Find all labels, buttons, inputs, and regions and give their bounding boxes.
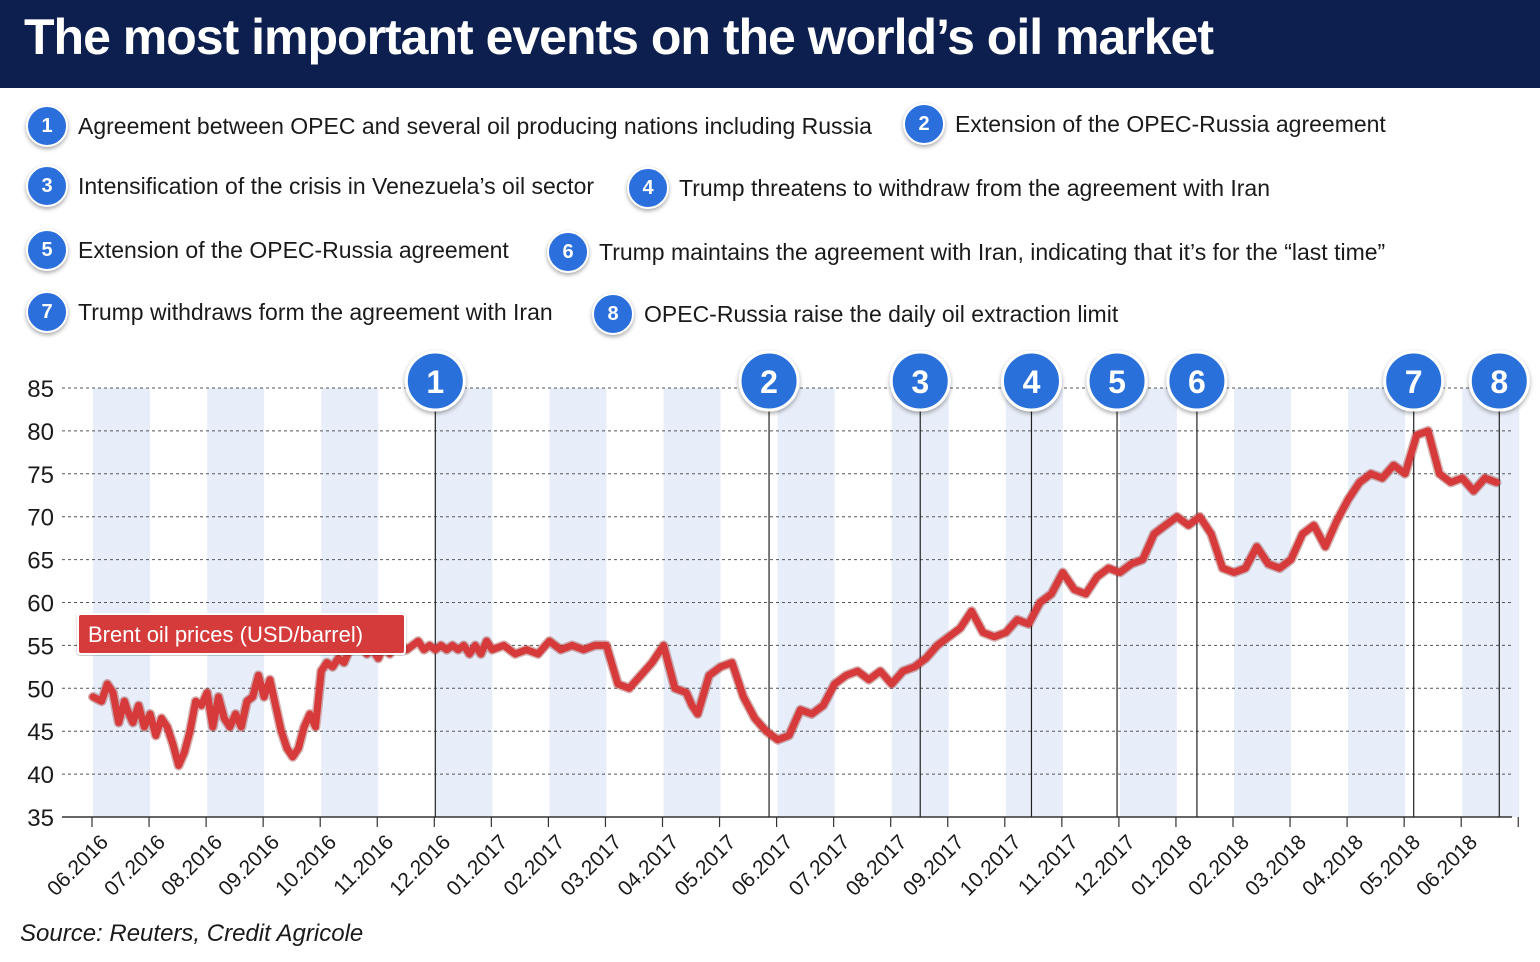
event-marker-label: 2 [760,364,778,400]
legend-item-3: 3 Intensification of the crisis in Venez… [26,165,594,207]
legend-text-5: Extension of the OPEC-Russia agreement [78,236,509,263]
x-tick-label: 06.2017 [728,831,798,901]
x-tick-label: 08.2017 [842,831,912,901]
y-tick-label: 55 [27,633,54,660]
x-tick-label: 05.2017 [671,831,741,901]
x-tick-label: 02.2018 [1184,831,1254,901]
event-marker-label: 4 [1023,364,1041,400]
event-marker-badge [889,350,951,412]
legend-badge-6: 6 [547,231,589,273]
page-title: The most important events on the world’s… [24,9,1214,65]
header-bar: The most important events on the world’s… [0,0,1540,88]
price-line [89,427,1500,769]
legend-item-5: 5 Extension of the OPEC-Russia agreement [26,229,509,271]
x-tick-label: 07.2016 [100,831,170,901]
legend-item-1: 1 Agreement between OPEC and several oil… [26,105,872,147]
event-marker-badge [1383,350,1445,412]
x-tick-label: 12.2016 [385,831,455,901]
x-tick-label: 04.2017 [613,831,683,901]
x-tick-label: 03.2017 [556,831,626,901]
y-tick-label: 35 [27,805,54,832]
x-tick-label: 12.2017 [1070,831,1140,901]
x-tick-label: 06.2018 [1412,831,1482,901]
legend-badge-2: 2 [903,103,945,145]
x-tick-label: 11.2017 [1014,831,1083,900]
x-tick-label: 09.2017 [899,831,969,901]
event-marker-label: 8 [1490,364,1508,400]
event-marker-badge [1000,350,1062,412]
event-marker-label: 7 [1405,364,1423,400]
x-tick-label: 08.2016 [157,831,227,901]
y-tick-label: 75 [27,462,54,489]
y-tick-label: 50 [27,676,54,703]
legend-item-8: 8 OPEC-Russia raise the daily oil extrac… [592,293,1118,335]
x-tick-label: 05.2018 [1355,831,1425,901]
y-tick-label: 65 [27,548,54,575]
legend-badge-3: 3 [26,165,68,207]
event-marker-label: 3 [911,364,929,400]
event-marker-label: 1 [426,364,444,400]
legend-text-2: Extension of the OPEC-Russia agreement [955,110,1386,137]
legend-item-4: 4 Trump threatens to withdraw from the a… [627,167,1270,209]
series-label: Brent oil prices (USD/barrel) [88,622,363,647]
y-tick-label: 70 [27,505,54,532]
event-marker-label: 6 [1188,364,1206,400]
x-tick-label: 07.2017 [785,831,855,901]
x-tick-label: 03.2018 [1241,831,1311,901]
x-tick-label: 04.2018 [1298,831,1368,901]
legend-item-2: 2 Extension of the OPEC-Russia agreement [903,103,1386,145]
legend-item-7: 7 Trump withdraws form the agreement wit… [26,291,553,333]
y-tick-label: 60 [27,591,54,618]
x-tick-label: 10.2016 [271,831,341,901]
x-tick-label: 09.2016 [214,831,284,901]
event-marker-badge [404,350,466,412]
x-tick-label: 11.2016 [329,831,398,900]
y-tick-label: 80 [27,419,54,446]
legend-badge-1: 1 [26,105,68,147]
event-marker-badge [1166,350,1228,412]
source-note: Source: Reuters, Credit Agricole [20,920,364,947]
legend-text-1: Agreement between OPEC and several oil p… [78,112,872,139]
event-marker-label: 5 [1108,364,1126,400]
legend-text-8: OPEC-Russia raise the daily oil extracti… [644,300,1119,327]
event-marker-badge [1468,350,1530,412]
series-label-box: Brent oil prices (USD/barrel) [77,613,406,655]
legend-badge-5: 5 [26,229,68,271]
x-tick-label: 01.2018 [1127,831,1197,901]
legend-text-7: Trump withdraws form the agreement with … [78,298,553,325]
legend-badge-7: 7 [26,291,68,333]
x-tick-label: 10.2017 [956,831,1026,901]
y-tick-label: 85 [27,376,54,403]
legend-badge-8: 8 [592,293,634,335]
x-tick-label: 01.2017 [442,831,512,901]
legend-text-4: Trump threatens to withdraw from the agr… [679,174,1271,201]
legend-text-3: Intensification of the crisis in Venezue… [78,172,595,199]
x-tick-label: 02.2017 [499,831,569,901]
y-tick-label: 45 [27,719,54,746]
legend-text-6: Trump maintains the agreement with Iran,… [599,238,1386,265]
event-marker-badge [1086,350,1148,412]
x-tick-label: 06.2016 [43,831,113,901]
legend-item-6: 6 Trump maintains the agreement with Ira… [547,231,1385,273]
y-tick-label: 40 [27,762,54,789]
event-marker-badge [738,350,800,412]
legend-badge-4: 4 [627,167,669,209]
event-legend: 1 Agreement between OPEC and several oil… [0,96,1540,346]
